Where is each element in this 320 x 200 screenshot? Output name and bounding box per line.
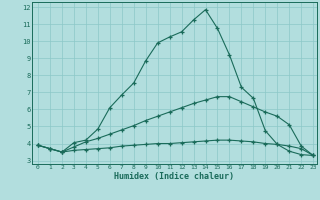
X-axis label: Humidex (Indice chaleur): Humidex (Indice chaleur) — [115, 172, 234, 181]
